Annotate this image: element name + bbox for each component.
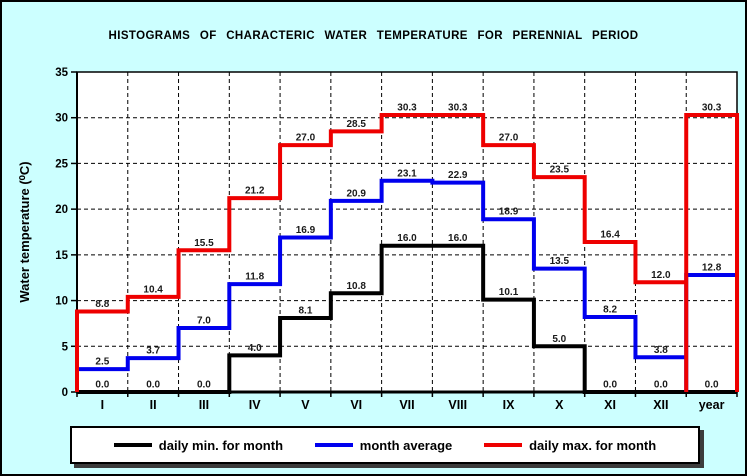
svg-text:30.3: 30.3 <box>397 103 417 114</box>
chart-title: HISTOGRAMS OF CHARACTERIC WATER TEMPERAT… <box>108 30 639 42</box>
svg-text:XI: XI <box>604 398 616 412</box>
svg-text:10.4: 10.4 <box>143 284 163 295</box>
svg-text:15.5: 15.5 <box>194 238 214 249</box>
svg-text:5: 5 <box>62 341 69 353</box>
svg-text:16.0: 16.0 <box>448 233 468 244</box>
legend-item-daily-min-for-month: daily min. for month <box>113 437 284 453</box>
svg-text:7.0: 7.0 <box>197 316 211 327</box>
svg-text:16.0: 16.0 <box>397 233 417 244</box>
svg-text:0.0: 0.0 <box>146 380 160 391</box>
svg-text:VII: VII <box>399 398 414 412</box>
svg-text:0.0: 0.0 <box>705 380 719 391</box>
svg-text:20: 20 <box>55 204 68 216</box>
svg-text:VIII: VIII <box>448 398 467 412</box>
svg-text:IX: IX <box>503 398 515 412</box>
svg-text:10.8: 10.8 <box>346 281 366 292</box>
svg-text:23.5: 23.5 <box>550 165 570 176</box>
svg-text:IV: IV <box>249 398 261 412</box>
svg-text:II: II <box>150 398 157 412</box>
svg-text:16.4: 16.4 <box>600 230 620 241</box>
svg-text:III: III <box>199 398 209 412</box>
svg-text:13.5: 13.5 <box>550 256 570 267</box>
svg-text:0: 0 <box>62 387 68 399</box>
svg-text:0.0: 0.0 <box>603 380 617 391</box>
svg-text:21.2: 21.2 <box>245 186 265 197</box>
legend-line-sample <box>484 443 523 447</box>
svg-text:XII: XII <box>653 398 668 412</box>
svg-text:0.0: 0.0 <box>197 380 211 391</box>
svg-text:X: X <box>555 398 564 412</box>
legend: daily min. for month month average daily m… <box>70 426 700 464</box>
svg-text:3.8: 3.8 <box>654 345 668 356</box>
svg-text:30: 30 <box>55 113 68 125</box>
svg-text:15: 15 <box>55 250 68 262</box>
legend-line-sample <box>314 443 353 447</box>
svg-text:0.0: 0.0 <box>654 380 668 391</box>
y-axis-tick-labels: 0 5 10 15 20 25 30 35 <box>55 67 68 399</box>
value-labels: 0.0 0.0 0.0 4.0 8.1 10.8 16.0 16.0 10.1 5.0 0.0 0.0… <box>95 103 721 391</box>
svg-text:27.0: 27.0 <box>499 133 519 144</box>
legend-label: month average <box>359 437 453 453</box>
svg-text:0.0: 0.0 <box>95 380 109 391</box>
legend-item-daily-max-for-month: daily max. for month <box>484 438 656 453</box>
legend-line-sample <box>113 443 152 447</box>
svg-text:20.9: 20.9 <box>346 188 366 199</box>
svg-text:V: V <box>301 398 310 412</box>
legend-label: daily min. for month <box>158 437 284 453</box>
svg-text:3.7: 3.7 <box>146 346 160 357</box>
svg-text:28.5: 28.5 <box>346 119 366 130</box>
svg-text:8.1: 8.1 <box>299 305 313 316</box>
svg-text:4.0: 4.0 <box>248 343 262 354</box>
svg-text:18.9: 18.9 <box>499 207 519 218</box>
svg-text:8.2: 8.2 <box>603 305 617 316</box>
series-daily-max-for-month <box>75 112 739 392</box>
svg-text:16.9: 16.9 <box>296 225 316 236</box>
svg-text:10.1: 10.1 <box>499 287 519 298</box>
series-daily-min-for-month <box>77 243 737 394</box>
svg-text:35: 35 <box>55 67 68 79</box>
svg-text:I: I <box>101 398 104 412</box>
svg-text:2.5: 2.5 <box>95 357 109 368</box>
svg-text:11.8: 11.8 <box>245 272 264 283</box>
svg-text:12.8: 12.8 <box>702 263 722 274</box>
svg-text:23.1: 23.1 <box>397 168 417 179</box>
svg-text:10: 10 <box>55 296 68 308</box>
svg-text:5.0: 5.0 <box>552 334 566 345</box>
svg-text:25: 25 <box>55 158 68 170</box>
svg-text:22.9: 22.9 <box>448 170 468 181</box>
svg-text:VI: VI <box>350 398 362 412</box>
svg-text:12.0: 12.0 <box>651 270 671 281</box>
svg-text:30.3: 30.3 <box>702 103 722 114</box>
svg-text:year: year <box>699 398 725 412</box>
legend-item-month-average: month average <box>314 437 453 453</box>
legend-label: daily max. for month <box>529 437 657 453</box>
svg-text:30.3: 30.3 <box>448 103 468 114</box>
svg-text:27.0: 27.0 <box>296 133 316 144</box>
x-axis-labels: I II III IV V VI VII VIII IX X XI XII year <box>101 398 725 412</box>
plot-area <box>77 72 737 392</box>
svg-text:8.8: 8.8 <box>95 299 109 310</box>
